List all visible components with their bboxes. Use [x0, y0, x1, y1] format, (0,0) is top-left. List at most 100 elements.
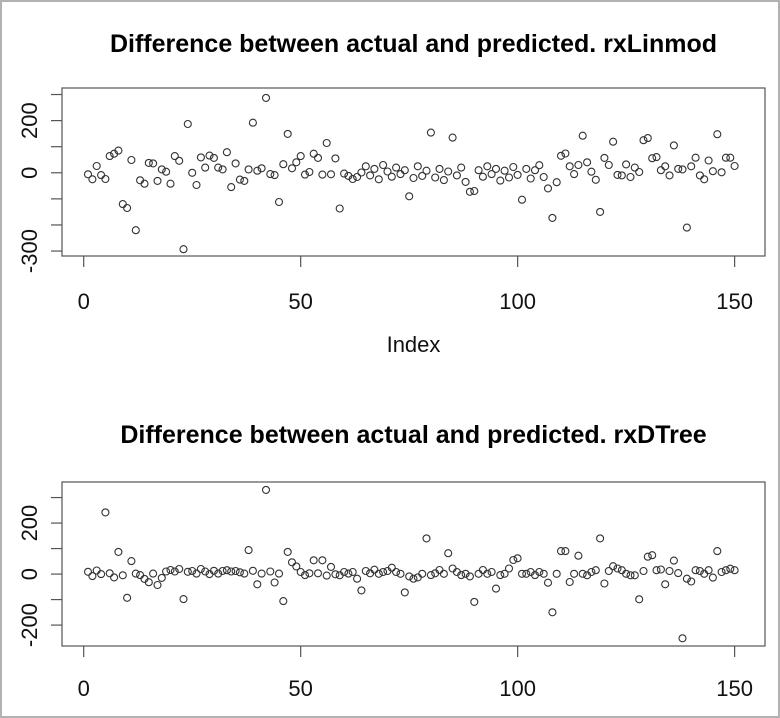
- data-point: [517, 569, 527, 578]
- data-point: [248, 118, 257, 127]
- data-point: [656, 565, 665, 574]
- data-point: [392, 567, 401, 577]
- data-point: [118, 571, 127, 580]
- data-point: [266, 170, 275, 179]
- data-point: [235, 175, 244, 184]
- y-tick-label: 0: [17, 167, 42, 179]
- data-point: [622, 160, 631, 169]
- data-point: [556, 151, 566, 160]
- data-point: [574, 551, 583, 560]
- data-point: [591, 175, 600, 184]
- data-point: [405, 192, 414, 201]
- data-point: [153, 580, 162, 590]
- x-tick-label: 50: [288, 289, 312, 314]
- y-tick-label: 200: [17, 505, 42, 542]
- data-point: [313, 569, 323, 578]
- data-point: [708, 573, 717, 582]
- data-point: [300, 170, 310, 179]
- data-point: [630, 571, 639, 580]
- data-point: [188, 168, 197, 177]
- data-point: [691, 153, 700, 162]
- data-point: [548, 213, 557, 222]
- data-point: [439, 569, 448, 578]
- data-point: [88, 175, 97, 184]
- y-tick-label: 0: [17, 568, 42, 580]
- data-point: [439, 176, 448, 185]
- data-point: [552, 178, 561, 187]
- data-point: [287, 558, 297, 567]
- data-point: [522, 164, 531, 173]
- data-point: [235, 568, 244, 577]
- data-point: [444, 167, 453, 176]
- data-point: [470, 186, 479, 196]
- data-point: [114, 547, 123, 556]
- data-point: [83, 567, 93, 576]
- data-point: [504, 173, 514, 182]
- data-point: [214, 163, 223, 172]
- data-point: [83, 170, 93, 179]
- data-point: [613, 170, 622, 179]
- data-point: [461, 177, 470, 186]
- data-point: [704, 156, 713, 165]
- x-tick-label: 100: [499, 289, 536, 314]
- data-point: [370, 565, 379, 574]
- chart-rxlinmod: 0 50 100 150 200 0 -300: [17, 87, 766, 314]
- y-tick-label: -200: [17, 603, 42, 647]
- data-point: [535, 161, 544, 170]
- chart-rxdtree: 0 50 100 150 200 0 -200: [17, 481, 766, 701]
- data-point: [383, 167, 392, 176]
- data-point: [348, 174, 357, 184]
- data-point: [366, 171, 375, 180]
- data-point: [318, 556, 327, 565]
- data-point: [218, 165, 227, 174]
- data-point: [188, 566, 197, 576]
- data-point: [513, 170, 522, 179]
- data-point: [105, 569, 114, 578]
- plot-box: [61, 481, 766, 647]
- data-point: [539, 569, 548, 578]
- data-point: [617, 171, 626, 180]
- data-point: [144, 578, 153, 587]
- data-point: [648, 154, 657, 163]
- data-point: [630, 163, 639, 172]
- data-point: [357, 586, 366, 595]
- data-point: [539, 172, 548, 182]
- data-point: [500, 569, 509, 578]
- data-point: [509, 555, 518, 565]
- data-point: [730, 161, 739, 171]
- data-point: [478, 172, 487, 181]
- data-point: [374, 175, 383, 184]
- data-point: [543, 578, 553, 587]
- x-tick-label: 50: [288, 676, 312, 701]
- data-point: [361, 162, 370, 171]
- chart-title-rxlinmod: Difference between actual and predicted.…: [109, 30, 718, 58]
- data-point: [535, 567, 544, 577]
- data-point: [300, 571, 310, 580]
- x-axis-label-index: Index: [386, 332, 441, 357]
- data-point: [240, 176, 249, 185]
- data-point: [435, 164, 444, 173]
- data-point: [565, 577, 574, 587]
- data-point: [149, 569, 158, 578]
- data-point: [166, 179, 175, 188]
- data-point: [643, 552, 652, 561]
- data-point: [665, 171, 674, 180]
- data-point: [283, 547, 292, 556]
- data-point: [674, 164, 683, 173]
- data-point: [717, 168, 726, 177]
- data-point: [496, 571, 505, 580]
- data-point: [561, 547, 570, 556]
- data-point: [491, 164, 501, 173]
- data-point: [409, 574, 418, 583]
- data-point: [522, 569, 531, 578]
- data-point: [261, 485, 271, 494]
- data-point: [491, 584, 501, 593]
- data-point: [678, 634, 687, 643]
- x-tick-label: 150: [716, 289, 753, 314]
- data-point: [97, 171, 106, 180]
- x-tick-label: 0: [78, 676, 90, 701]
- data-point: [387, 563, 396, 572]
- data-point: [157, 165, 166, 174]
- data-point: [335, 204, 344, 213]
- data-point: [227, 183, 236, 192]
